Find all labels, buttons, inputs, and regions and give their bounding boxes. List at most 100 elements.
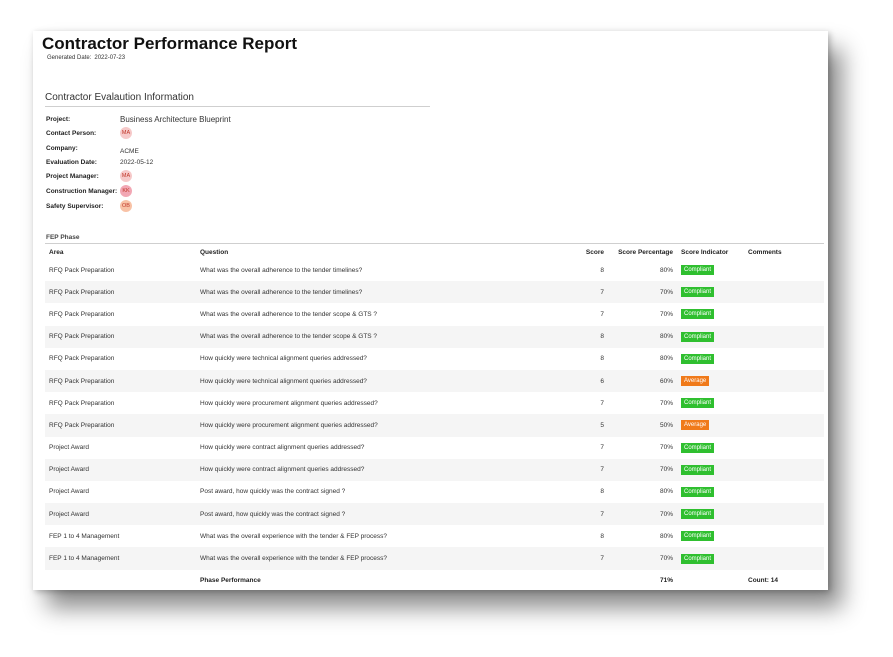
generated-date-value: 2022-07-23 <box>94 55 126 61</box>
area-cell: RFQ Pack Preparation <box>45 325 196 348</box>
question-cell: What was the overall experience with the… <box>200 532 388 540</box>
score-cell: 8 <box>600 355 604 363</box>
safety-supervisor-avatar[interactable]: OB <box>120 200 132 212</box>
area-cell: Project Award <box>49 444 89 452</box>
evaluation-date-value: 2022-05-12 <box>120 159 154 166</box>
area-cell: Project Award <box>45 458 196 481</box>
comments-cell <box>744 503 824 526</box>
score-percentage-cell: 70% <box>608 281 677 304</box>
generated-date-label: Generated Date: <box>47 55 92 61</box>
score-percentage-cell: 80% <box>659 266 673 274</box>
score-cell: 7 <box>600 444 604 452</box>
company-value: ACME <box>120 148 139 155</box>
table-row: RFQ Pack Preparation How quickly were pro… <box>45 414 824 437</box>
score-indicator-badge: Compliant <box>681 531 715 542</box>
score-cell: 8 <box>600 266 604 274</box>
question-cell: How quickly were technical alignment que… <box>196 369 558 393</box>
table-row: FEP 1 to 4 Management What was the overal… <box>45 525 824 547</box>
score-indicator-cell: Compliant <box>677 392 744 414</box>
score-cell: 7 <box>558 503 608 526</box>
area-cell: FEP 1 to 4 Management <box>49 532 120 540</box>
score-percentage-cell: 70% <box>659 310 673 318</box>
score-percentage-cell: 80% <box>659 488 673 496</box>
row-count: Count: 14 <box>748 577 778 585</box>
comments-cell <box>744 525 824 547</box>
score-cell: 8 <box>600 532 604 540</box>
section-title: Contractor Evalaution Information <box>45 92 430 107</box>
score-indicator-cell: Compliant <box>677 325 744 348</box>
score-percentage-cell: 70% <box>608 503 677 526</box>
question-cell: How quickly were contract alignment quer… <box>200 444 365 452</box>
comments-cell <box>744 547 824 570</box>
score-indicator-badge: Compliant <box>681 442 715 453</box>
phase-divider <box>45 243 824 244</box>
footer-empty-cell <box>45 570 196 590</box>
project-manager-avatar[interactable]: MA <box>120 170 132 182</box>
comments-cell <box>744 325 824 348</box>
score-indicator-badge: Average <box>681 420 710 431</box>
comments-cell <box>744 392 824 414</box>
project-label: Project: <box>46 116 71 123</box>
table-row: RFQ Pack Preparation What was the overall… <box>45 303 824 325</box>
column-header-area: Area <box>49 249 64 256</box>
question-cell: How quickly were procurement alignment q… <box>200 399 378 407</box>
comments-cell <box>744 437 824 459</box>
phase-performance-percentage: 71% <box>659 577 673 585</box>
page-title: Contractor Performance Report <box>42 34 298 53</box>
score-indicator-cell: Compliant <box>677 303 744 325</box>
table-row: RFQ Pack Preparation What was the overall… <box>45 281 824 304</box>
column-header-score-percentage: Score Percentage <box>618 249 673 256</box>
area-cell: RFQ Pack Preparation <box>45 369 196 393</box>
area-cell: FEP 1 to 4 Management <box>45 547 196 570</box>
score-indicator-cell: Compliant <box>677 481 744 503</box>
score-cell: 7 <box>558 281 608 304</box>
contact-avatar[interactable]: MA <box>120 127 132 139</box>
score-percentage-cell: 50% <box>608 414 677 437</box>
score-cell: 8 <box>558 325 608 348</box>
column-header-score: Score <box>585 249 604 256</box>
score-cell: 7 <box>600 399 604 407</box>
column-header-score-indicator: Score Indicator <box>681 249 729 256</box>
table-row: Project Award Post award, how quickly was… <box>45 503 824 526</box>
score-indicator-badge: Compliant <box>681 331 715 342</box>
score-indicator-badge: Compliant <box>681 486 715 497</box>
table-header-row: Area Question Score Score Percentage Sco… <box>45 246 824 259</box>
comments-cell <box>744 348 824 370</box>
phase-performance-row: Phase Performance 71% Count: 14 <box>45 570 824 590</box>
area-cell: Project Award <box>45 503 196 526</box>
score-indicator-badge: Compliant <box>681 464 715 475</box>
score-indicator-badge: Average <box>681 376 710 387</box>
score-indicator-cell: Compliant <box>677 458 744 481</box>
comments-cell <box>744 369 824 393</box>
score-indicator-cell: Compliant <box>677 348 744 370</box>
question-cell: What was the overall adherence to the te… <box>200 310 378 318</box>
area-cell: RFQ Pack Preparation <box>49 266 115 274</box>
comments-cell <box>744 414 824 437</box>
area-cell: RFQ Pack Preparation <box>45 281 196 304</box>
score-indicator-cell: Compliant <box>677 281 744 304</box>
score-indicator-badge: Compliant <box>681 309 715 320</box>
score-cell: 6 <box>558 369 608 393</box>
score-indicator-cell: Compliant <box>677 437 744 459</box>
score-cell: 8 <box>600 488 604 496</box>
phase-performance-label: Phase Performance <box>200 577 261 585</box>
score-indicator-badge: Compliant <box>681 553 715 564</box>
score-cell: 7 <box>558 547 608 570</box>
table-row: RFQ Pack Preparation What was the overall… <box>45 325 824 348</box>
comments-cell <box>744 259 824 281</box>
score-percentage-cell: 70% <box>659 399 673 407</box>
question-cell: Post award, how quickly was the contract… <box>196 503 558 526</box>
question-cell: What was the overall experience with the… <box>196 547 558 570</box>
score-indicator-cell: Average <box>677 414 744 437</box>
question-cell: What was the overall adherence to the te… <box>200 266 363 274</box>
column-header-question: Question <box>200 249 229 256</box>
comments-cell <box>744 281 824 304</box>
footer-empty-cell <box>677 570 744 590</box>
generated-date: Generated Date: 2022-07-23 <box>47 55 125 61</box>
area-cell: RFQ Pack Preparation <box>45 414 196 437</box>
comments-cell <box>744 458 824 481</box>
score-percentage-cell: 80% <box>608 325 677 348</box>
score-indicator-cell: Average <box>677 369 744 393</box>
score-percentage-cell: 80% <box>659 355 673 363</box>
construction-manager-avatar[interactable]: KK <box>120 185 132 197</box>
